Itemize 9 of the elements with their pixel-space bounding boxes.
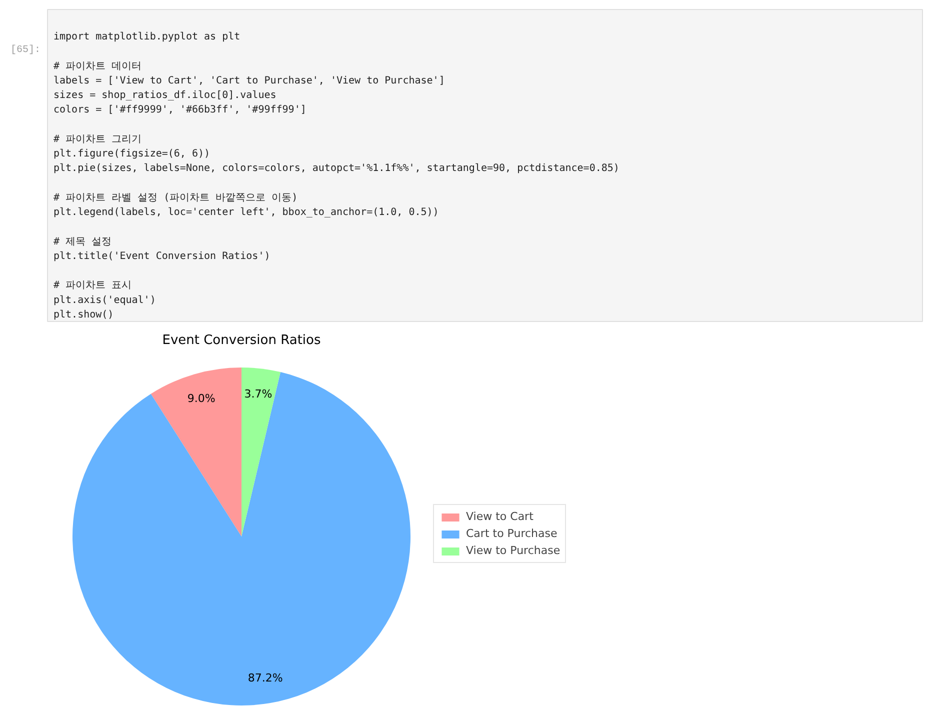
legend-label: View to Cart <box>466 510 534 523</box>
text: import matplotlib.pyplot as plt # 파이차트 데이터 labels = ['View to Cart', 'Cart to Purchase', 'View to Purchase'] sizes = shop_ratios_df.iloc[0].values colors = ['#ff9999', '#66b3ff', '#99ff99'] # 파이차트 그리기 plt.figure(figsize=(6, 6)) plt.pie(sizes, labels=None, colors=colors, autopct='%1.1f%%', startangle=90, pctdistance=0.85) # 파이차트 라벨 설정 (파이차트 바깥쪽으로 이동) plt.legend(labels, loc='center left', bbox_to_anchor=(1.0, 0.5)) # 제목 설정 plt.title('Event Conversion Ratios') # 파이차트 표시 plt.axis('equal') plt.show() <box>54 32 620 320</box>
text: [65]: <box>10 44 41 56</box>
data-label: 3.7% <box>244 387 272 400</box>
chart-title: Event Conversion Ratios <box>162 333 321 348</box>
legend-label: View to Purchase <box>466 544 560 557</box>
legend-label: Cart to Purchase <box>466 527 558 540</box>
data-label: 87.2% <box>248 672 283 685</box>
data-label: 9.0% <box>187 392 216 406</box>
